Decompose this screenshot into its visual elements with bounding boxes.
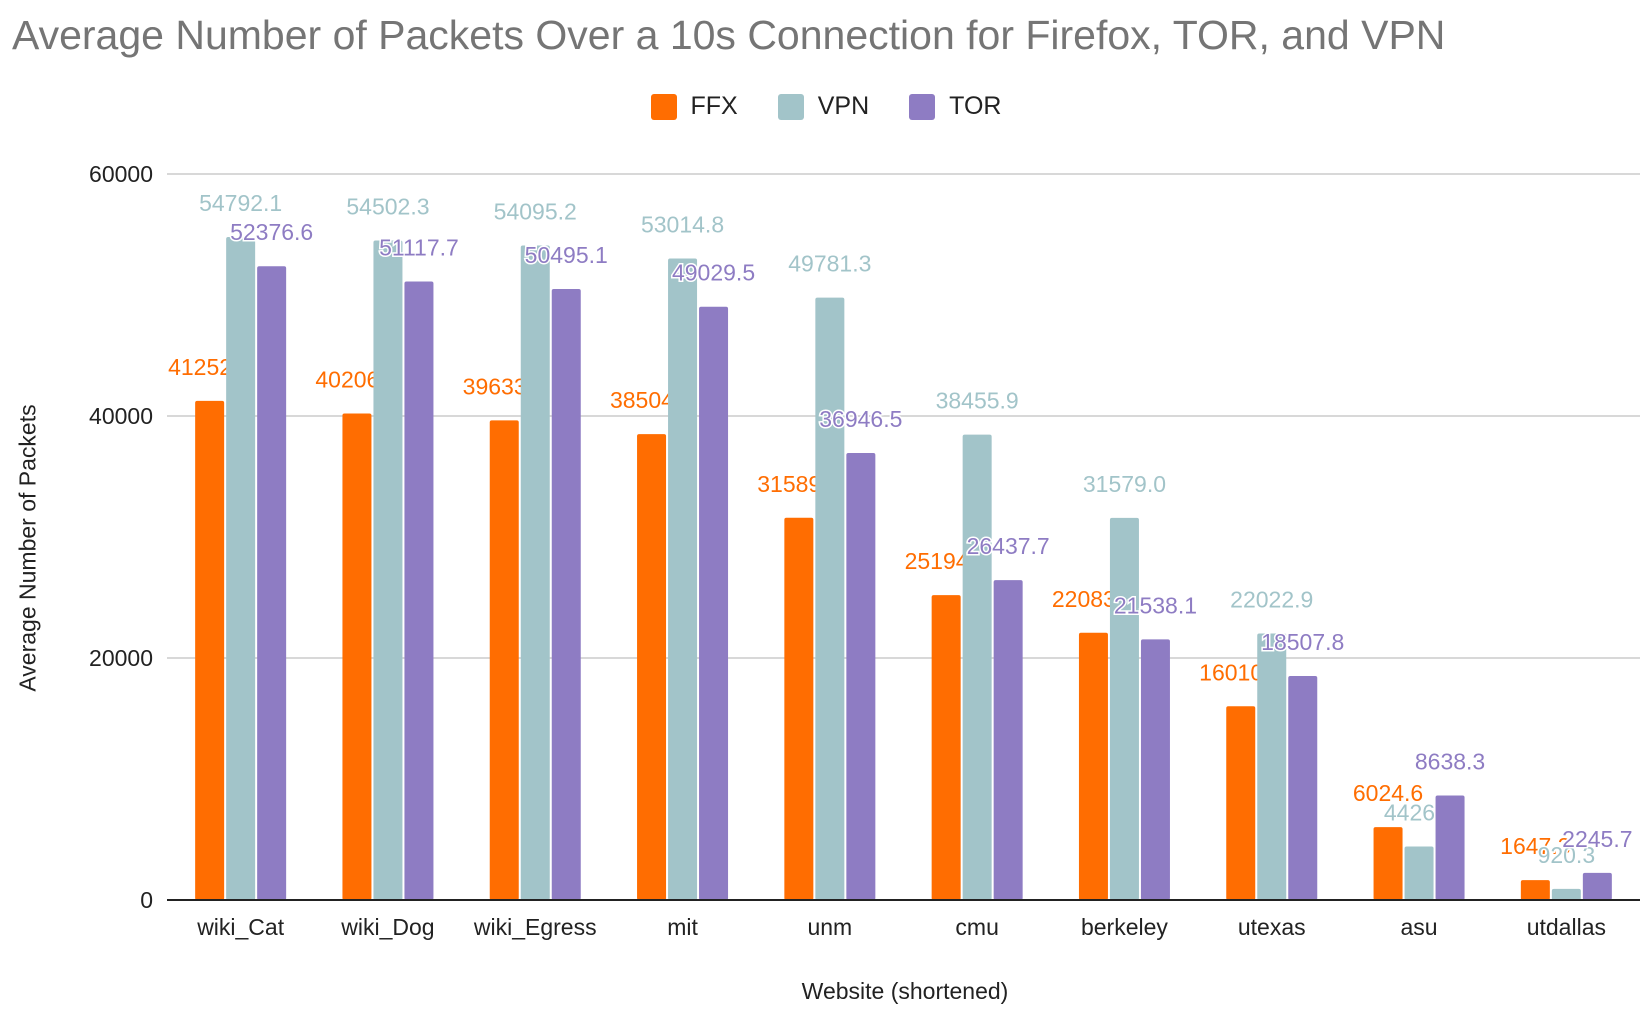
bar-vpn [815, 297, 845, 901]
legend-item-vpn: VPN [777, 92, 870, 121]
bar-tor [699, 306, 729, 900]
x-tick-label: cmu [955, 914, 998, 940]
bar-tor [404, 281, 434, 900]
x-tick-label: mit [667, 914, 698, 940]
data-label-vpn: 31579.0 [1083, 471, 1166, 497]
bar-tor [551, 289, 581, 900]
bar-ffx [637, 434, 667, 900]
data-label-tor: 36946.5 [819, 406, 902, 432]
legend-swatch-tor [909, 93, 936, 120]
bar-ffx [489, 420, 519, 900]
data-label-vpn: 49781.3 [788, 251, 871, 277]
legend-swatch-ffx [650, 93, 677, 120]
y-tick-label: 40000 [89, 403, 153, 429]
x-tick-label: asu [1401, 914, 1438, 940]
legend-item-tor: TOR [909, 92, 1001, 121]
x-tick-label: utexas [1238, 914, 1306, 940]
bar-vpn [1257, 633, 1287, 900]
data-label-vpn: 38455.9 [936, 388, 1019, 414]
legend-item-ffx: FFX [650, 92, 738, 121]
data-label-tor: 2245.7 [1562, 826, 1632, 852]
bar-tor [1140, 639, 1170, 900]
x-tick-label: wiki_Dog [340, 914, 434, 940]
x-tick-label: unm [807, 914, 852, 940]
data-label-vpn: 53014.8 [641, 212, 724, 238]
bar-vpn [226, 237, 256, 900]
data-label-vpn: 54095.2 [494, 198, 577, 224]
data-label-tor: 52376.6 [230, 219, 313, 245]
data-label-vpn: 54502.3 [346, 194, 429, 220]
y-tick-label: 0 [140, 887, 153, 913]
bar-ffx [1078, 632, 1108, 900]
data-label-tor: 18507.8 [1261, 629, 1344, 655]
x-tick-label: utdallas [1527, 914, 1606, 940]
bar-ffx [1373, 827, 1403, 900]
x-axis-label: Website (shortened) [801, 978, 1009, 1004]
legend-label-vpn: VPN [817, 92, 870, 120]
x-tick-label: berkeley [1081, 914, 1168, 940]
y-tick-label: 60000 [89, 161, 153, 187]
data-label-tor: 26437.7 [967, 533, 1050, 559]
bar-vpn [668, 258, 698, 900]
bar-tor [846, 452, 876, 900]
legend-label-ffx: FFX [690, 92, 738, 120]
bar-ffx [342, 413, 372, 900]
bar-vpn [962, 434, 992, 900]
bar-ffx [931, 595, 961, 900]
bar-ffx [1226, 706, 1256, 900]
bar-vpn [1551, 888, 1581, 900]
bar-tor [1582, 872, 1612, 900]
bar-tor [1435, 795, 1465, 900]
bar-ffx [195, 400, 225, 900]
data-label-ffx: 1647.3 [1500, 833, 1570, 859]
bar-tor [257, 266, 287, 900]
legend-swatch-vpn [777, 93, 804, 120]
chart-title: Average Number of Packets Over a 10s Con… [12, 12, 1446, 58]
legend-label-tor: TOR [949, 92, 1002, 120]
x-tick-label: wiki_Cat [196, 914, 285, 940]
data-label-tor: 51117.7 [379, 234, 459, 260]
bar-vpn [520, 245, 550, 901]
x-tick-label: wiki_Egress [473, 914, 597, 940]
bar-ffx [1520, 880, 1550, 900]
bar-tor [993, 580, 1023, 900]
y-tick-label: 20000 [89, 645, 153, 671]
bar-tor [1288, 676, 1318, 900]
bar-vpn [1404, 846, 1434, 900]
data-label-vpn: 22022.9 [1230, 587, 1313, 613]
bar-ffx [784, 517, 814, 900]
data-label-ffx: 6024.6 [1353, 780, 1423, 806]
data-label-tor: 8638.3 [1415, 748, 1485, 774]
data-label-vpn: 920.3 [1538, 842, 1596, 868]
bar-vpn [1109, 517, 1139, 900]
data-label-tor: 49029.5 [672, 260, 755, 286]
data-label-tor: 50495.1 [525, 242, 608, 268]
data-label-vpn: 54792.1 [199, 190, 282, 216]
legend: FFX VPN TOR [0, 92, 1652, 121]
bar-vpn [373, 240, 403, 901]
data-label-tor: 21538.1 [1114, 592, 1197, 618]
